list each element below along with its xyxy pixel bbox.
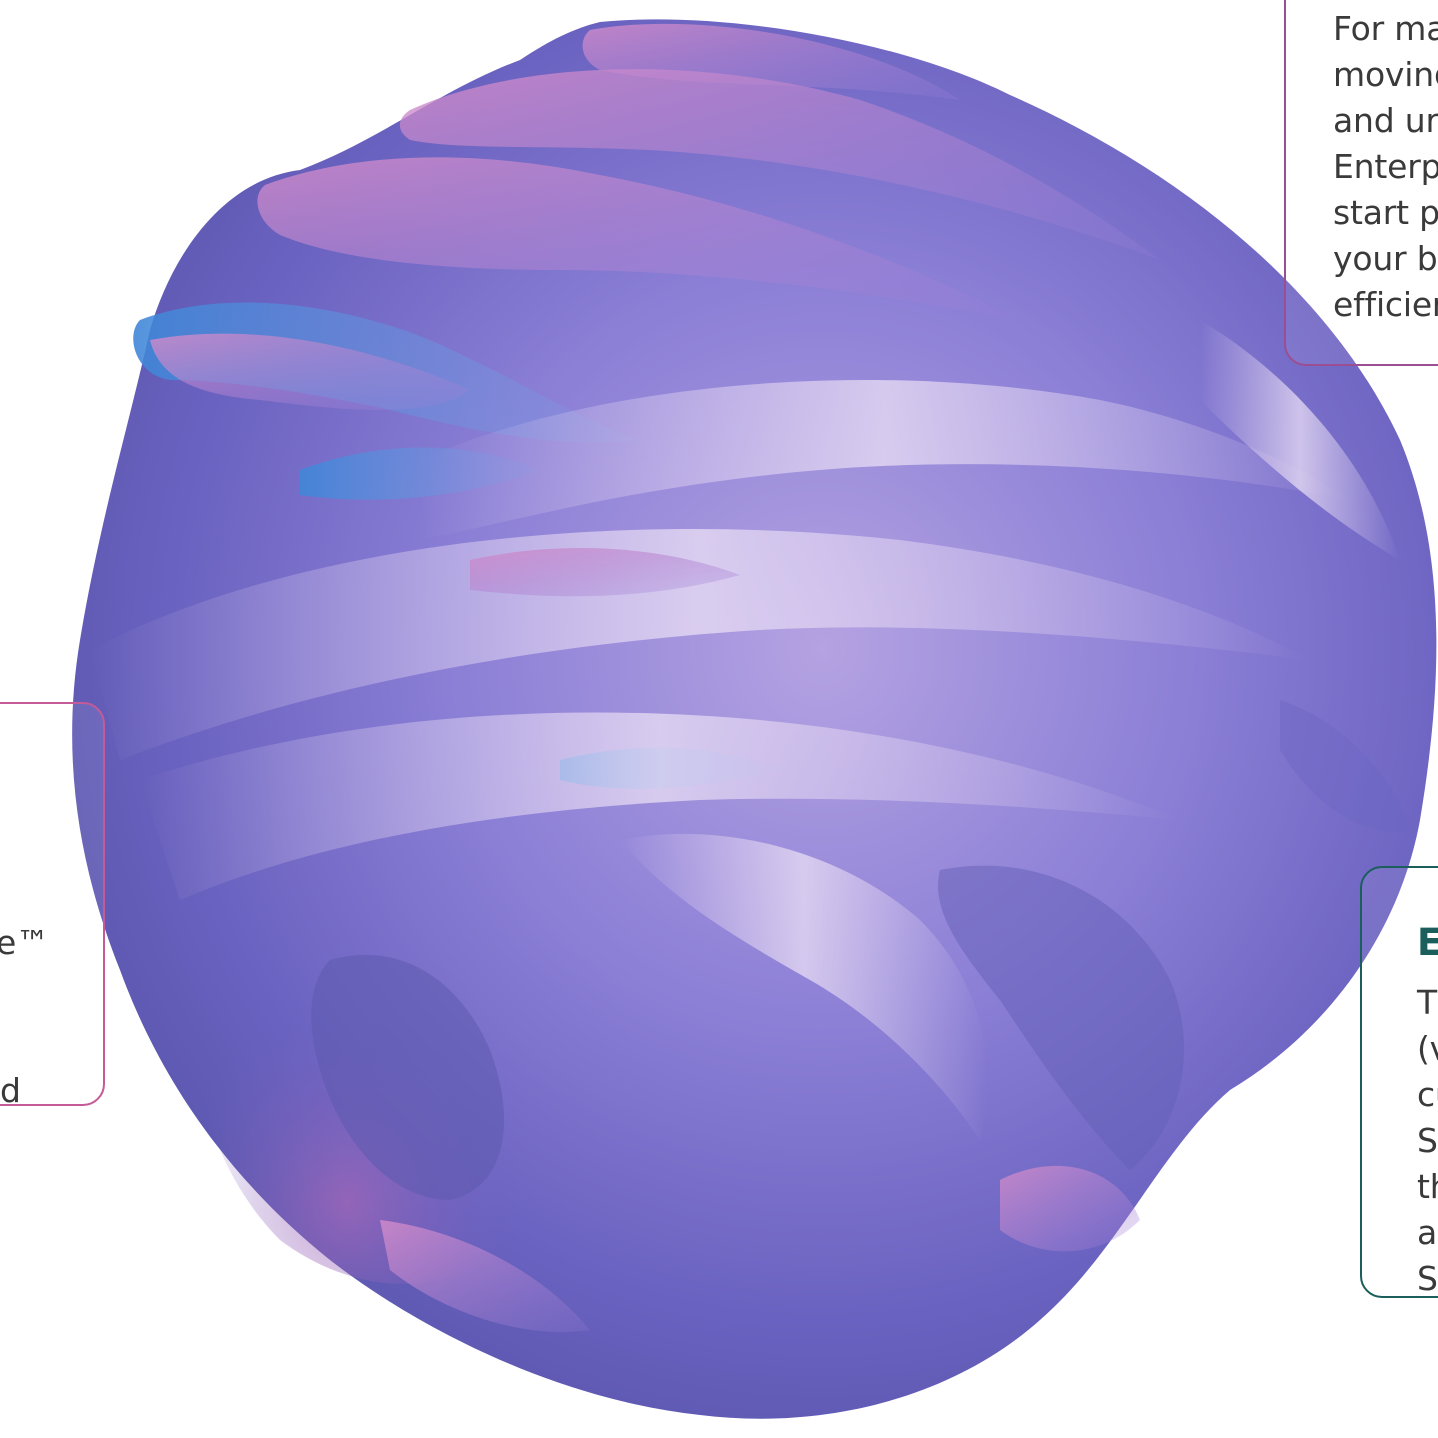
card-line: Enterp [1333,147,1438,186]
card-title: E [1417,921,1438,964]
card-line: moving [1333,55,1438,94]
card-line: efficier [1333,285,1438,324]
card-line: SA [1417,1259,1438,1298]
card-line: Th [1417,983,1438,1022]
top-right-info-card: For ma moving and ur Enterp start p your… [1284,0,1438,366]
card-line: For ma [1333,9,1438,48]
card-line: cu [1417,1075,1438,1114]
card-line: ac [1417,1213,1438,1252]
left-info-card [0,702,105,1106]
left-card-fragment: e™ [0,923,50,962]
card-line: SA [1417,1121,1438,1160]
card-line: start p [1333,193,1438,232]
card-line: th [1417,1167,1438,1206]
left-card-fragment: d [0,1071,21,1110]
card-line: (v [1417,1029,1438,1068]
card-line: and ur [1333,101,1438,140]
card-line: your b [1333,239,1438,278]
bottom-right-info-card: E Th (v cu SA th ac SA [1360,866,1438,1298]
